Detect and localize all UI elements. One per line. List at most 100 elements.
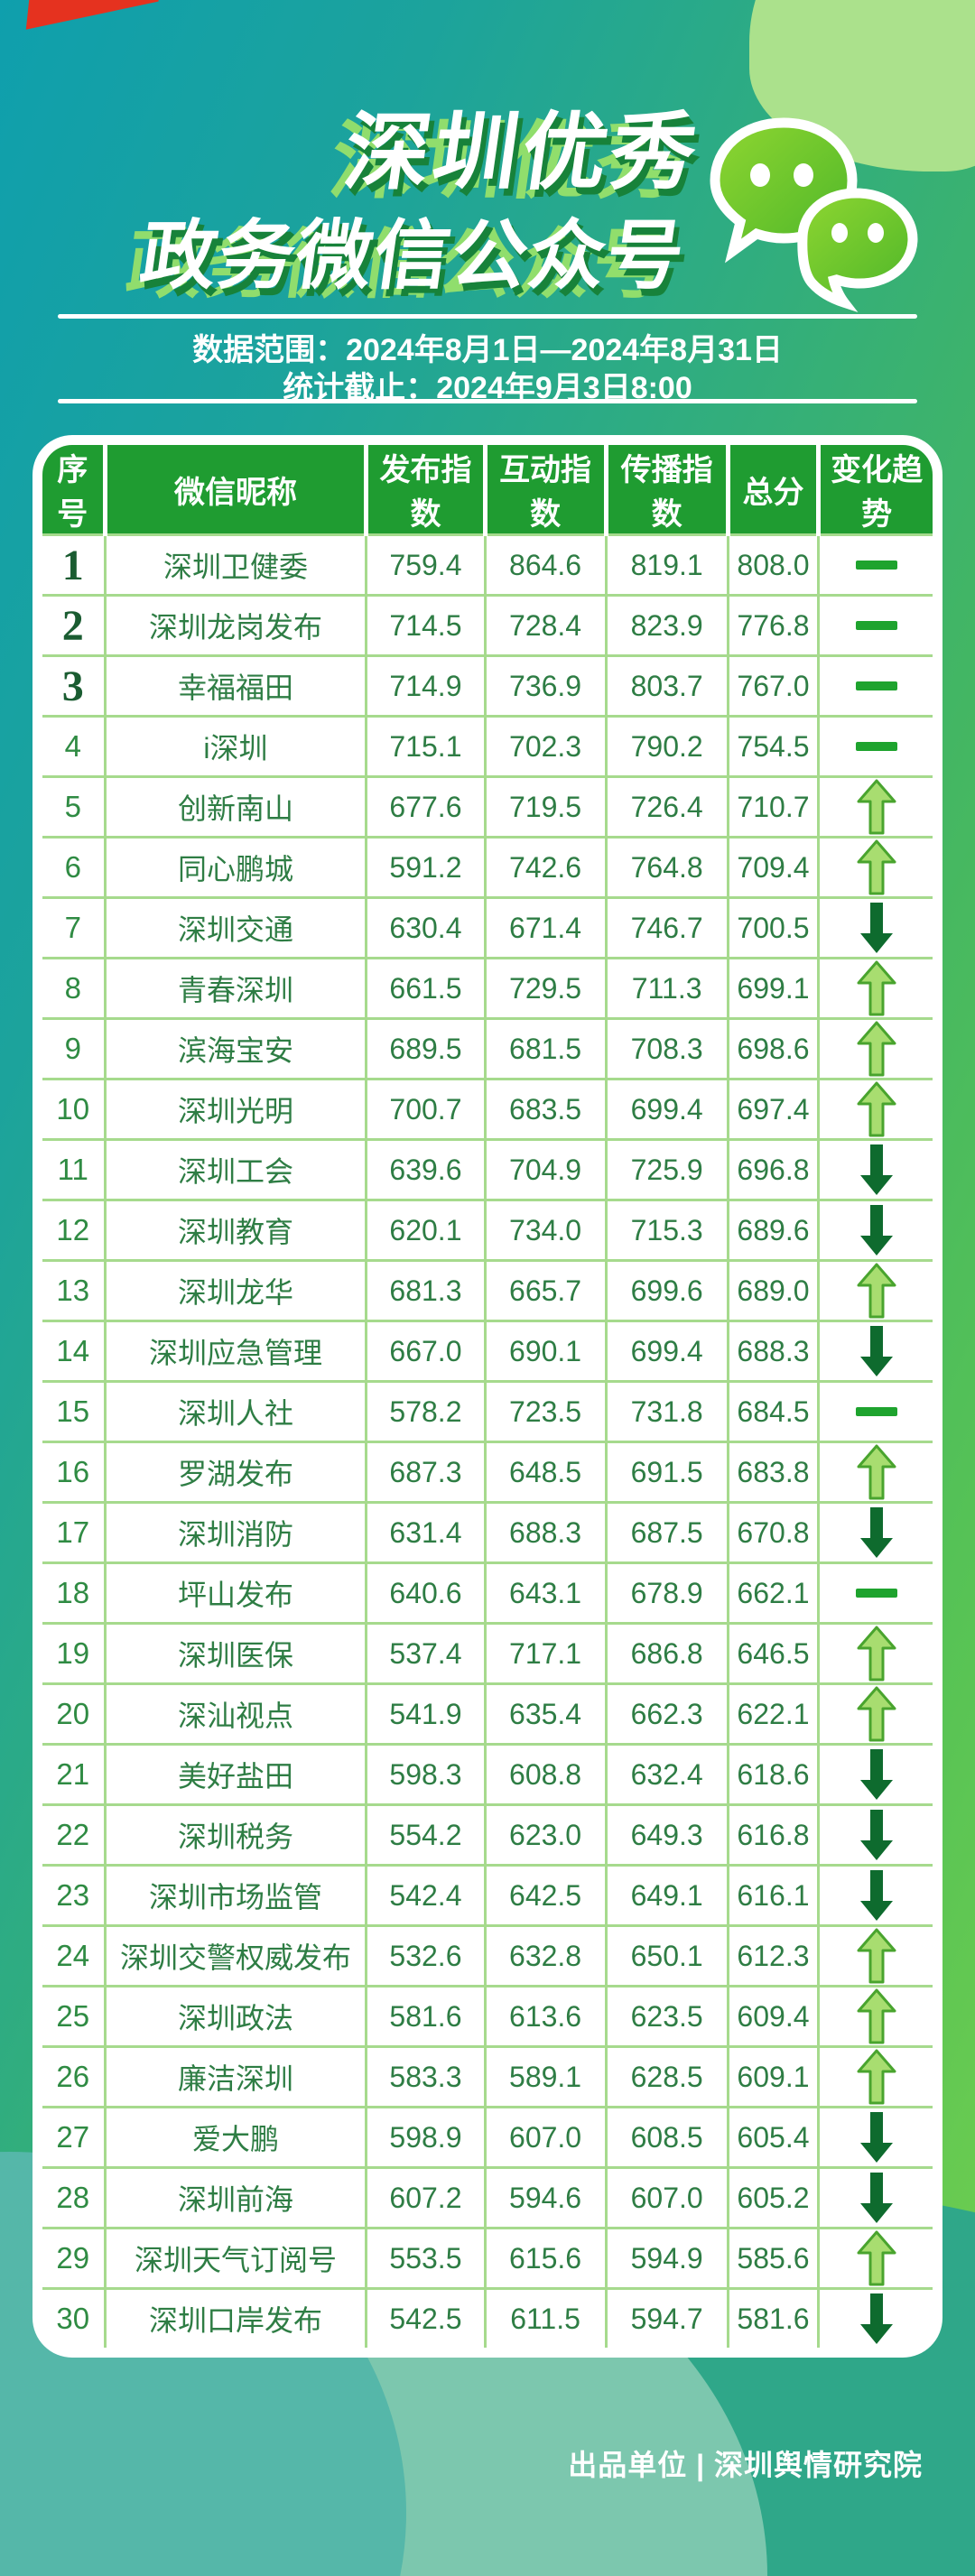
nickname-cell: 滨海宝安	[103, 1017, 368, 1080]
interact-index-cell: 704.9	[483, 1138, 608, 1201]
rank-cell: 22	[42, 1803, 107, 1867]
total-score-cell: 662.1	[726, 1561, 821, 1625]
total-score-cell: 699.1	[726, 957, 821, 1020]
table-row: 8 青春深圳 661.5 729.5 711.3 699.1	[42, 957, 933, 1020]
rank-cell: 27	[42, 2106, 107, 2169]
rank-cell: 2	[42, 594, 107, 657]
spread-index-cell: 726.4	[604, 775, 729, 839]
down-arrow-icon	[859, 2293, 893, 2344]
publish-index-cell: 620.1	[365, 1199, 487, 1262]
nickname-cell: 深圳龙华	[103, 1259, 368, 1322]
rank-cell: 9	[42, 1017, 107, 1080]
rank-cell: 8	[42, 957, 107, 1020]
rank-cell: 28	[42, 2166, 107, 2229]
nickname-cell: 深圳口岸发布	[103, 2287, 368, 2348]
interact-index-cell: 864.6	[483, 533, 608, 597]
nickname-cell: 创新南山	[103, 775, 368, 839]
rank-cell: 1	[42, 533, 107, 597]
interact-index-cell: 690.1	[483, 1320, 608, 1383]
rank-cell: 10	[42, 1078, 107, 1141]
table-row: 2 深圳龙岗发布 714.5 728.4 823.9 776.8	[42, 594, 933, 657]
spread-index-cell: 731.8	[604, 1380, 729, 1443]
nickname-cell: 深圳教育	[103, 1199, 368, 1262]
trend-cell	[817, 2227, 933, 2290]
trend-cell	[817, 1017, 933, 1080]
publish-index-cell: 689.5	[365, 1017, 487, 1080]
interact-index-cell: 613.6	[483, 1985, 608, 2048]
down-arrow-icon	[859, 1749, 893, 1800]
interact-index-cell: 632.8	[483, 1924, 608, 1988]
nickname-cell: 深汕视点	[103, 1682, 368, 1746]
total-score-cell: 670.8	[726, 1501, 821, 1564]
total-score-cell: 808.0	[726, 533, 821, 597]
total-score-cell: 709.4	[726, 836, 821, 899]
nickname-cell: 青春深圳	[103, 957, 368, 1020]
trend-cell	[817, 2106, 933, 2169]
nickname-cell: 廉洁深圳	[103, 2045, 368, 2108]
publish-index-cell: 607.2	[365, 2166, 487, 2229]
table-row: 24 深圳交警权威发布 532.6 632.8 650.1 612.3	[42, 1924, 933, 1988]
rank-cell: 6	[42, 836, 107, 899]
rank-cell: 19	[42, 1622, 107, 1685]
interact-index-cell: 648.5	[483, 1441, 608, 1504]
rank-cell: 15	[42, 1380, 107, 1443]
trend-cell	[817, 1138, 933, 1201]
interact-index-cell: 642.5	[483, 1864, 608, 1927]
up-arrow-icon	[857, 1263, 896, 1319]
publish-index-cell: 541.9	[365, 1682, 487, 1746]
trend-cell	[817, 957, 933, 1020]
interact-index-cell: 594.6	[483, 2166, 608, 2229]
spread-index-cell: 608.5	[604, 2106, 729, 2169]
rank-cell: 16	[42, 1441, 107, 1504]
interact-index-cell: 671.4	[483, 896, 608, 959]
up-arrow-icon	[857, 839, 896, 895]
nickname-cell: 深圳医保	[103, 1622, 368, 1685]
total-score-cell: 616.8	[726, 1803, 821, 1867]
table-row: 6 同心鹏城 591.2 742.6 764.8 709.4	[42, 836, 933, 899]
publish-index-cell: 715.1	[365, 715, 487, 778]
rank-cell: 7	[42, 896, 107, 959]
table-row: 4 i深圳 715.1 702.3 790.2 754.5	[42, 715, 933, 778]
up-arrow-icon	[857, 1988, 896, 2044]
down-arrow-icon	[859, 1205, 893, 1256]
interact-index-cell: 702.3	[483, 715, 608, 778]
dash-icon	[855, 1407, 897, 1416]
total-score-cell: 581.6	[726, 2287, 821, 2348]
ranking-table: 序号 微信昵称 发布指数 互动指数 传播指数 总分 变化趋势 1 深圳卫健委 7…	[42, 445, 933, 2348]
total-score-cell: 616.1	[726, 1864, 821, 1927]
publish-index-cell: 714.9	[365, 654, 487, 718]
rank-cell: 25	[42, 1985, 107, 2048]
total-score-cell: 710.7	[726, 775, 821, 839]
spread-index-cell: 662.3	[604, 1682, 729, 1746]
publish-index-cell: 687.3	[365, 1441, 487, 1504]
table-row: 13 深圳龙华 681.3 665.7 699.6 689.0	[42, 1259, 933, 1322]
trend-cell	[817, 1561, 933, 1625]
publish-index-cell: 639.6	[365, 1138, 487, 1201]
wechat-logo-icon	[710, 117, 918, 313]
rank-cell: 20	[42, 1682, 107, 1746]
table-row: 9 滨海宝安 689.5 681.5 708.3 698.6	[42, 1017, 933, 1080]
nickname-cell: 深圳人社	[103, 1380, 368, 1443]
table-row: 12 深圳教育 620.1 734.0 715.3 689.6	[42, 1199, 933, 1262]
publish-index-cell: 631.4	[365, 1501, 487, 1564]
rank-cell: 12	[42, 1199, 107, 1262]
table-row: 29 深圳天气订阅号 553.5 615.6 594.9 585.6	[42, 2227, 933, 2290]
col-header-interact-index: 互动指数	[485, 445, 608, 535]
total-score-cell: 585.6	[726, 2227, 821, 2290]
nickname-cell: 美好盐田	[103, 1743, 368, 1806]
nickname-cell: 深圳前海	[103, 2166, 368, 2229]
trend-cell	[817, 1682, 933, 1746]
total-score-cell: 776.8	[726, 594, 821, 657]
rank-cell: 5	[42, 775, 107, 839]
interact-index-cell: 643.1	[483, 1561, 608, 1625]
publish-index-cell: 700.7	[365, 1078, 487, 1141]
nickname-cell: i深圳	[103, 715, 368, 778]
spread-index-cell: 628.5	[604, 2045, 729, 2108]
publish-index-cell: 640.6	[365, 1561, 487, 1625]
table-row: 5 创新南山 677.6 719.5 726.4 710.7	[42, 775, 933, 839]
publish-index-cell: 677.6	[365, 775, 487, 839]
total-score-cell: 609.1	[726, 2045, 821, 2108]
nickname-cell: 深圳市场监管	[103, 1864, 368, 1927]
publish-index-cell: 581.6	[365, 1985, 487, 2048]
